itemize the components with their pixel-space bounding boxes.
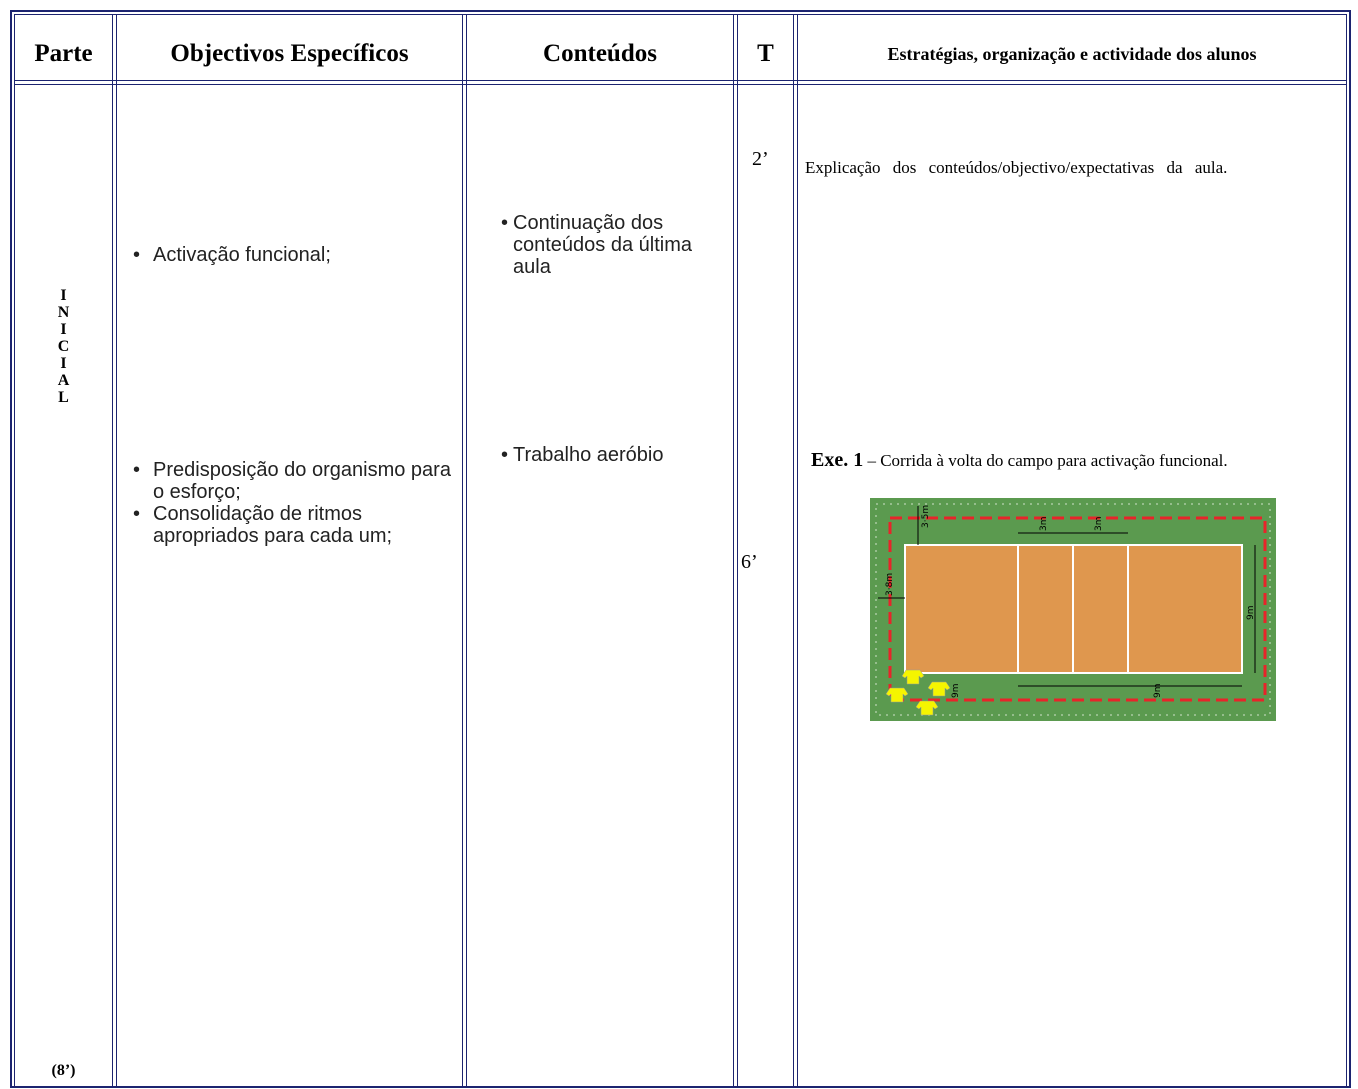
header-cell: Objectivos Específicos xyxy=(170,40,409,67)
border xyxy=(466,14,467,1086)
letter: A xyxy=(57,372,70,389)
duration: (8’) xyxy=(51,1062,76,1079)
content: Continuação dos conteúdos da última aula xyxy=(497,212,733,278)
border xyxy=(112,14,113,1086)
border xyxy=(793,14,794,1086)
court-diagram: 3·5m 3m 3m 3·8m 9m 9m 9m xyxy=(870,498,1276,721)
content: Trabalho aeróbio xyxy=(497,444,733,466)
border xyxy=(10,10,1351,12)
border xyxy=(10,1086,1351,1088)
header-cell: Estratégias, organização e actividade do… xyxy=(887,44,1257,64)
time: 6’ xyxy=(741,551,758,573)
header-cell: T xyxy=(757,40,774,67)
letter: C xyxy=(57,338,70,355)
border xyxy=(14,14,1347,15)
court-label: 9m xyxy=(1153,684,1163,699)
court-label: 3·8m xyxy=(885,573,895,596)
border xyxy=(797,14,798,1086)
strategy: Explicação dos conteúdos/objectivo/expec… xyxy=(805,158,1228,177)
border xyxy=(1346,14,1347,1086)
court-label: 3·5m xyxy=(921,505,931,528)
header-cell: Conteúdos xyxy=(543,40,657,67)
exercise-text: – Corrida à volta do campo para activaçã… xyxy=(867,451,1228,470)
letter: I xyxy=(60,321,67,338)
objective: Activação funcional; xyxy=(117,244,453,266)
letter: L xyxy=(58,389,69,406)
border xyxy=(14,84,1347,85)
border xyxy=(10,10,12,1088)
header-cell: Parte xyxy=(34,40,93,67)
border xyxy=(1349,10,1351,1088)
letter: N xyxy=(57,304,70,321)
part-letters: I N I C I A L xyxy=(15,287,112,406)
strategy: Exe. 1 – Corrida à volta do campo para a… xyxy=(805,450,1325,471)
exercise-label: Exe. 1 xyxy=(811,449,864,471)
border xyxy=(14,80,1347,81)
court-label: 9m xyxy=(951,684,961,699)
border xyxy=(737,14,738,1086)
border xyxy=(116,14,117,1086)
time: 2’ xyxy=(752,148,769,170)
objective: Predisposição do organismo para o esforç… xyxy=(117,459,453,503)
letter: I xyxy=(60,287,67,304)
border xyxy=(14,14,15,1086)
court-label: 3m xyxy=(1094,517,1104,532)
border xyxy=(462,14,463,1086)
objective: Consolidação de ritmos apropriados para … xyxy=(117,503,453,547)
court-label: 3m xyxy=(1039,517,1049,532)
border xyxy=(733,14,734,1086)
letter: I xyxy=(60,355,67,372)
court-label: 9m xyxy=(1246,606,1256,621)
